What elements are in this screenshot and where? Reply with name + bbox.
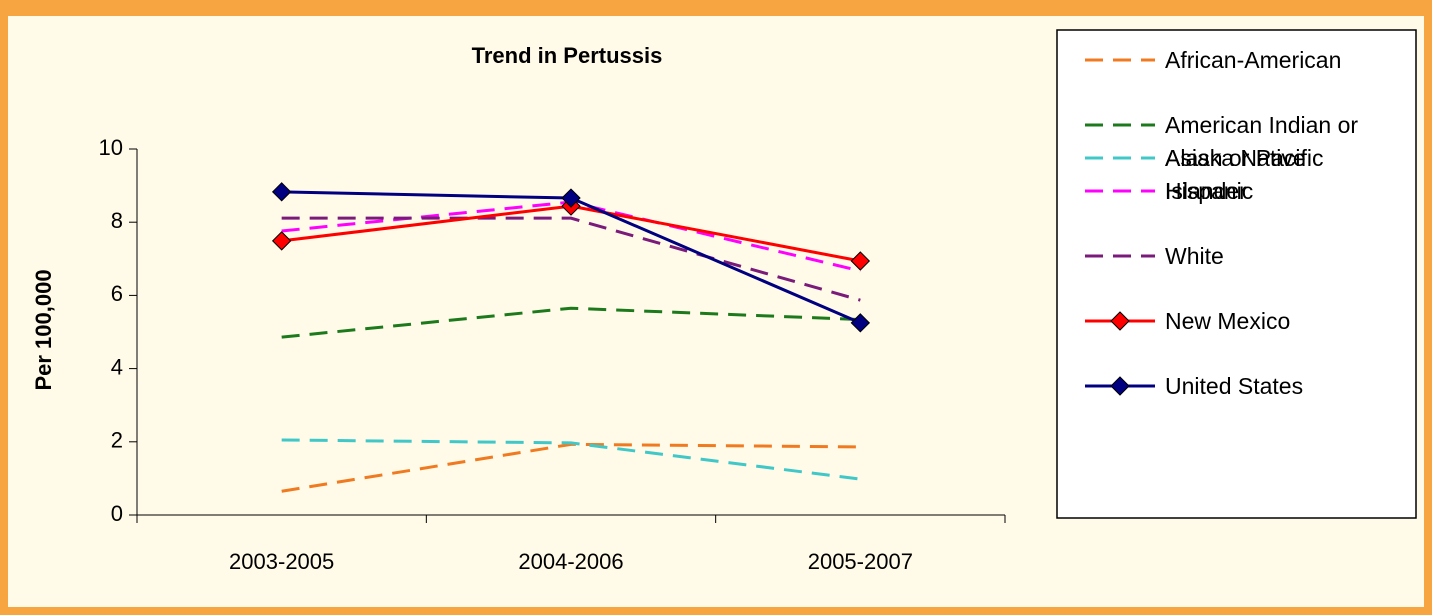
chart-title: Trend in Pertussis [472,43,663,68]
x-tick-label: 2004-2006 [518,549,623,574]
y-tick-label: 2 [111,428,123,453]
legend-label: New Mexico [1165,308,1291,334]
y-tick-label: 10 [99,135,123,160]
legend-label: United States [1165,373,1304,399]
y-tick-label: 0 [111,501,123,526]
legend-label: Hispanic [1165,178,1254,204]
legend-label: White [1165,243,1224,269]
y-axis-label: Per 100,000 [31,269,56,390]
series-line [281,306,861,339]
legend-box [1056,29,1417,519]
legend-label: American Indian or Alaska Native [1165,112,1359,171]
point [271,182,292,202]
y-tick-label: 8 [111,208,123,233]
legend-label: Asian or Pacific Islander [1165,145,1324,204]
x-tick-label: 2003-2005 [229,549,334,574]
legend-label: African-American [1165,47,1342,73]
series-line [281,216,861,302]
legend-marker [1110,311,1130,331]
y-tick-label: 6 [111,281,123,306]
point [850,251,871,271]
x-tick-label: 2005-2007 [808,549,913,574]
y-tick-label: 4 [111,354,123,379]
legend-marker [1110,376,1130,396]
series-line [281,438,861,481]
point [271,231,292,251]
point [850,313,871,333]
point [561,188,581,208]
